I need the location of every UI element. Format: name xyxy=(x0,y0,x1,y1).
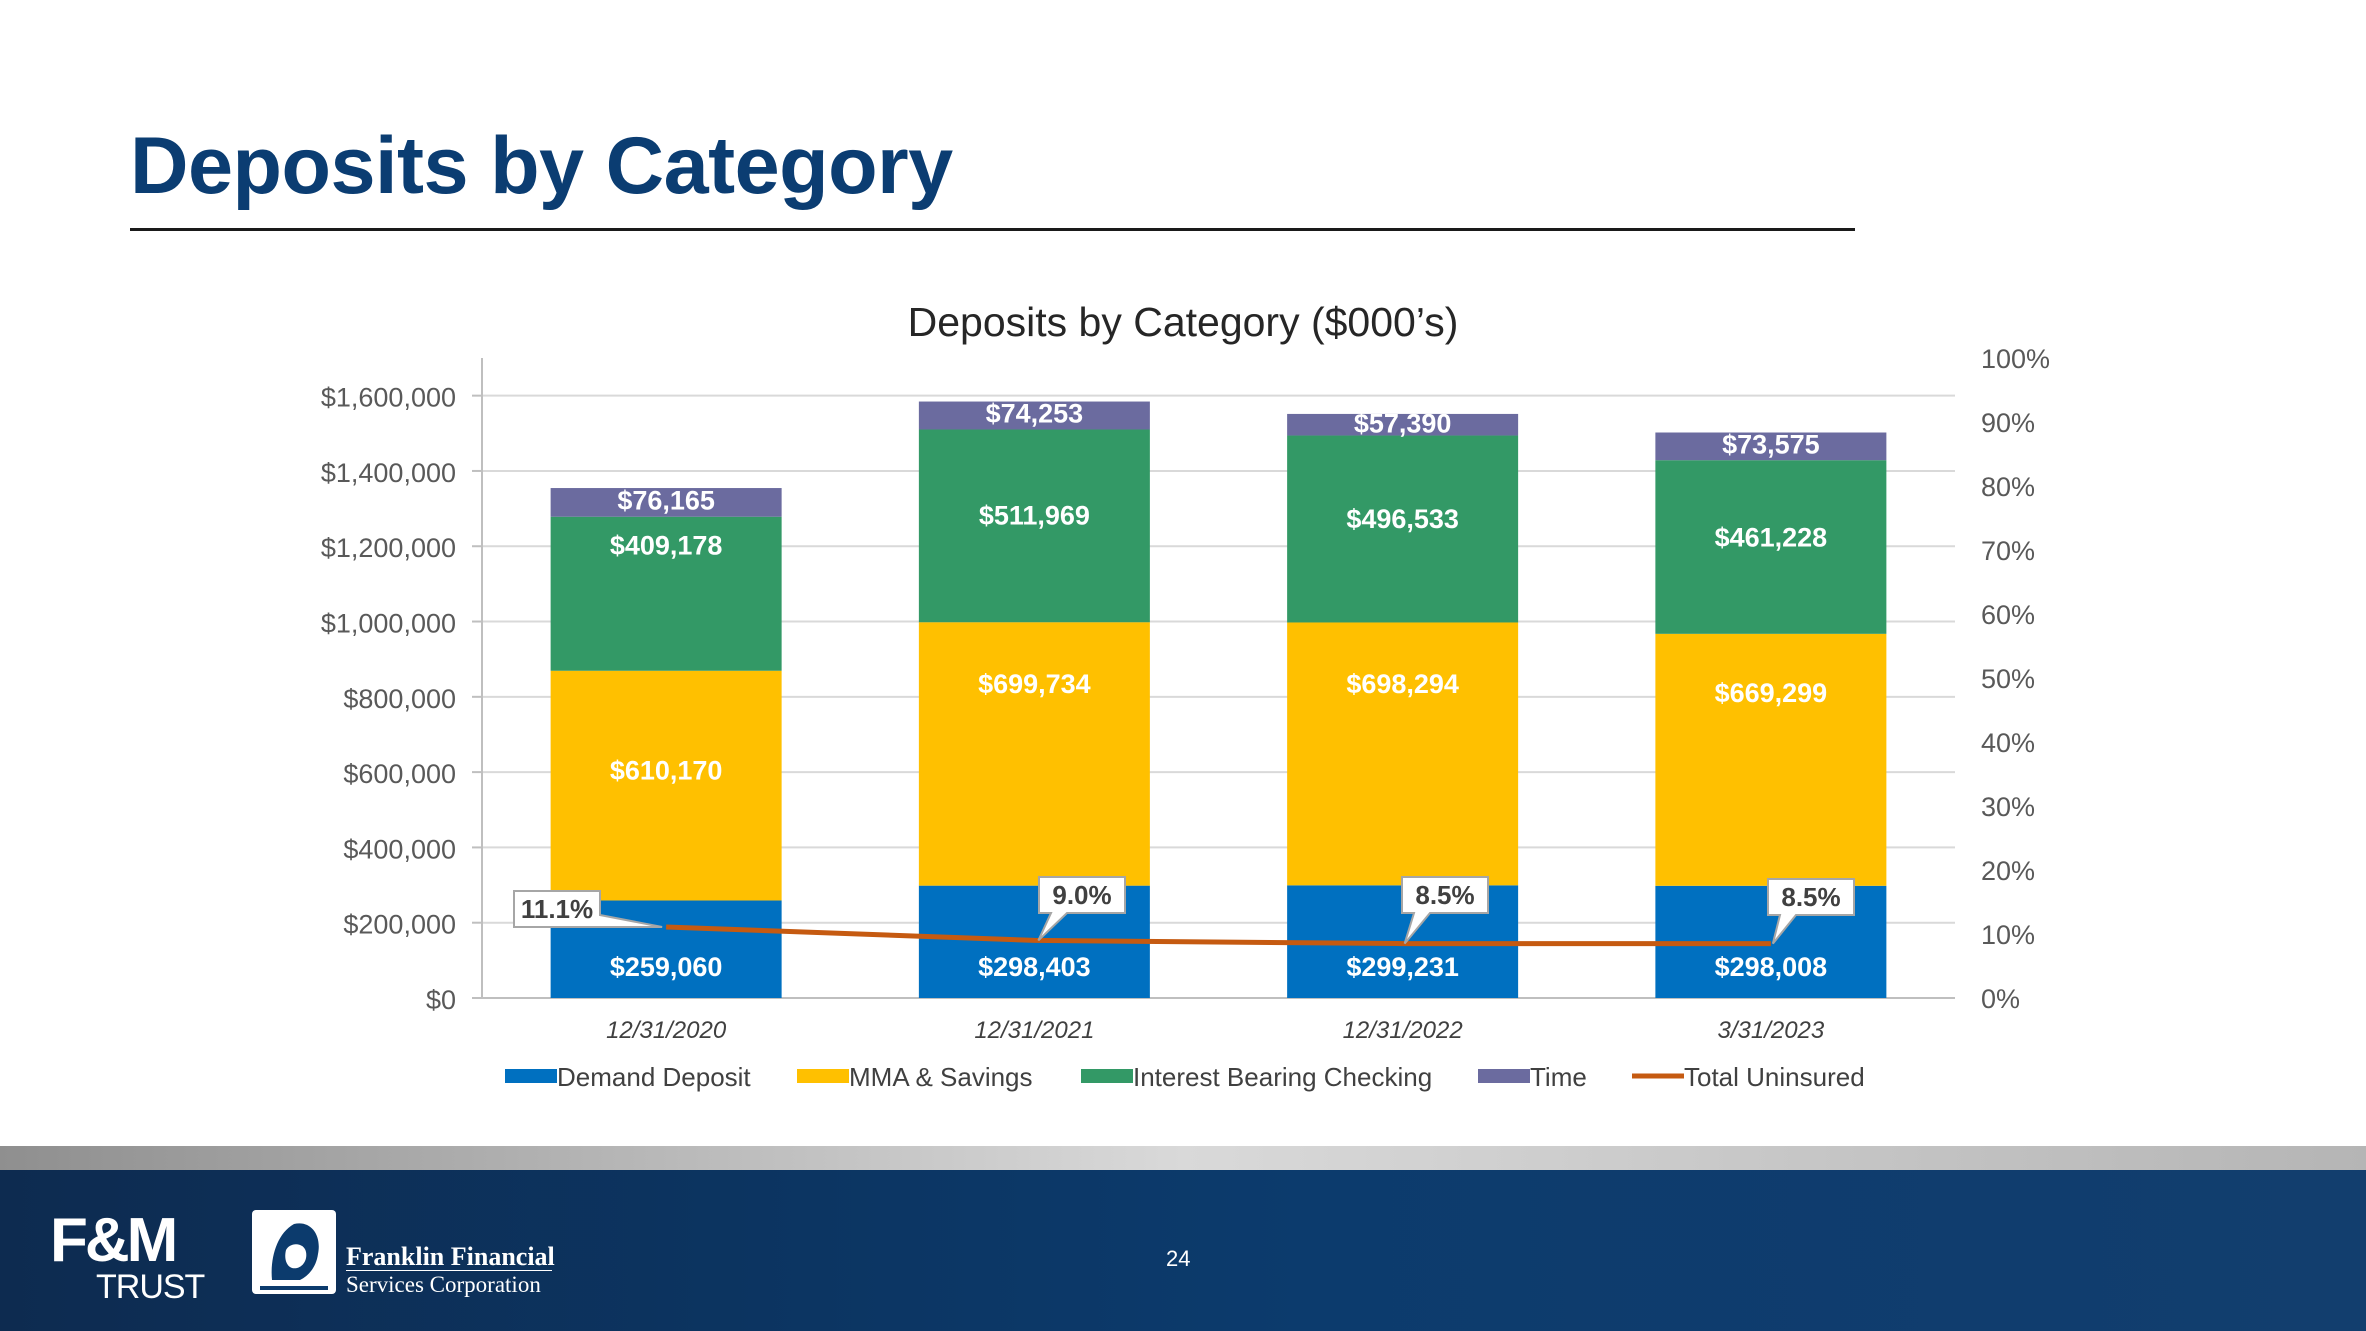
bar-segment xyxy=(1287,435,1519,623)
y2-tick-label: 80% xyxy=(1981,472,2035,502)
fm-logo-sub: TRUST xyxy=(96,1268,205,1306)
bar-data-label: $511,969 xyxy=(979,500,1090,530)
y2-tick-label: 20% xyxy=(1981,856,2035,886)
uninsured-callouts: 11.1% 9.0% 8.5% 8.5% xyxy=(513,876,1855,945)
legend-label: MMA & Savings xyxy=(849,1062,1033,1092)
y2-tick-label: 90% xyxy=(1981,408,2035,438)
bar-segment xyxy=(1655,460,1887,634)
bar-data-label: $298,403 xyxy=(978,952,1091,982)
legend-swatch xyxy=(1478,1069,1530,1083)
footer-silver-band xyxy=(0,1146,2366,1170)
title-rule xyxy=(130,228,1855,231)
uninsured-callout-box xyxy=(1401,876,1489,945)
y2-tick-label: 100% xyxy=(1981,344,2050,374)
y-tick-label: $1,600,000 xyxy=(321,383,456,413)
bar-segment xyxy=(1655,432,1887,461)
uninsured-line-path xyxy=(666,924,1771,947)
uninsured-callout-label: 11.1% xyxy=(521,894,593,924)
uninsured-callout-label: 8.5% xyxy=(1415,880,1474,910)
fm-trust-logo: F&M TRUST xyxy=(50,1210,210,1310)
y2-tick-label: 50% xyxy=(1981,664,2035,694)
x-tick-label: 12/31/2021 xyxy=(974,1017,1094,1044)
bar-data-label: $461,228 xyxy=(1715,523,1828,553)
uninsured-callout-box xyxy=(513,890,663,928)
bar-data-label: $299,231 xyxy=(1346,952,1459,982)
uninsured-callout-label: 8.5% xyxy=(1781,882,1840,912)
slide-title: Deposits by Category xyxy=(130,121,953,211)
bar-segment xyxy=(918,429,1150,623)
chart-title: Deposits by Category ($000’s) xyxy=(908,299,1459,345)
data-labels: $259,060 $610,170 $409,178 $76,165 $298,403 $… xyxy=(610,399,1827,982)
bar-data-label: $409,178 xyxy=(610,530,723,560)
bar-data-label: $74,253 xyxy=(986,399,1084,429)
bar-data-label: $610,170 xyxy=(610,756,723,786)
y2-tick-label: 10% xyxy=(1981,920,2035,950)
legend-swatch xyxy=(1081,1069,1133,1083)
legend: Demand Deposit MMA & Savings Interest Bear… xyxy=(505,1062,1865,1092)
y-tick-label: $400,000 xyxy=(343,834,456,864)
bar-data-label: $496,533 xyxy=(1346,504,1459,534)
y2-tick-label: 60% xyxy=(1981,600,2035,630)
bar-segment xyxy=(550,488,782,517)
legend-label: Demand Deposit xyxy=(557,1062,751,1092)
franklin-portrait-logo xyxy=(252,1210,336,1294)
bar-data-label: $57,390 xyxy=(1354,409,1452,439)
y-tick-label: $1,200,000 xyxy=(321,533,456,563)
legend-swatch xyxy=(797,1069,849,1083)
bar-data-label: $76,165 xyxy=(617,486,715,516)
x-tick-label: 3/31/2023 xyxy=(1717,1017,1824,1044)
bar-data-label: $699,734 xyxy=(978,669,1091,699)
y2-tick-label: 0% xyxy=(1981,984,2020,1014)
bar-segment xyxy=(918,622,1150,886)
bars xyxy=(550,401,1887,998)
company-subtitle: Services Corporation xyxy=(346,1272,541,1297)
y-tick-label: $800,000 xyxy=(343,684,456,714)
bar-data-label: $259,060 xyxy=(610,952,723,982)
company-name: Franklin Financial xyxy=(346,1242,555,1271)
bar-segment xyxy=(918,401,1150,430)
y-tick-label: $600,000 xyxy=(343,759,456,789)
bar-data-label: $298,008 xyxy=(1715,952,1828,982)
y-tick-label: $1,400,000 xyxy=(321,458,456,488)
x-tick-label: 12/31/2020 xyxy=(606,1017,727,1044)
axes: $0 $200,000 $400,000 $600,000 $800,000 $1,000… xyxy=(321,344,2050,1044)
bar-data-label: $669,299 xyxy=(1715,678,1828,708)
bar-segment xyxy=(1287,413,1519,436)
legend-label: Interest Bearing Checking xyxy=(1133,1062,1432,1092)
legend-label: Time xyxy=(1530,1062,1587,1092)
uninsured-callout-label: 9.0% xyxy=(1052,880,1111,910)
y-tick-label: $1,000,000 xyxy=(321,609,456,639)
uninsured-callout-box xyxy=(1767,878,1855,945)
deposits-chart: Deposits by Category ($000’s) $0 $200,000… xyxy=(321,299,2050,1092)
legend-swatch xyxy=(505,1069,557,1083)
footer: F&M TRUST Franklin Financial Services Co… xyxy=(0,1170,2366,1331)
y2-tick-label: 70% xyxy=(1981,536,2035,566)
company-name-rule xyxy=(346,1270,552,1271)
y2-tick-label: 30% xyxy=(1981,792,2035,822)
uninsured-line xyxy=(666,924,1771,947)
fm-logo-main: F&M xyxy=(50,1206,178,1275)
y-tick-label: $0 xyxy=(426,985,456,1015)
bar-data-label: $698,294 xyxy=(1346,669,1459,699)
y-tick-label: $200,000 xyxy=(343,910,456,940)
x-tick-label: 12/31/2022 xyxy=(1343,1017,1463,1044)
legend-label: Total Uninsured xyxy=(1684,1062,1865,1092)
bar-segment xyxy=(1287,622,1519,886)
bar-data-label: $73,575 xyxy=(1722,430,1820,460)
y2-tick-label: 40% xyxy=(1981,728,2035,758)
bar-segment xyxy=(550,516,782,671)
page-number: 24 xyxy=(1166,1246,1191,1271)
bar-segment xyxy=(1655,633,1887,886)
bar-segment xyxy=(550,670,782,901)
uninsured-callout-box xyxy=(1037,876,1126,942)
